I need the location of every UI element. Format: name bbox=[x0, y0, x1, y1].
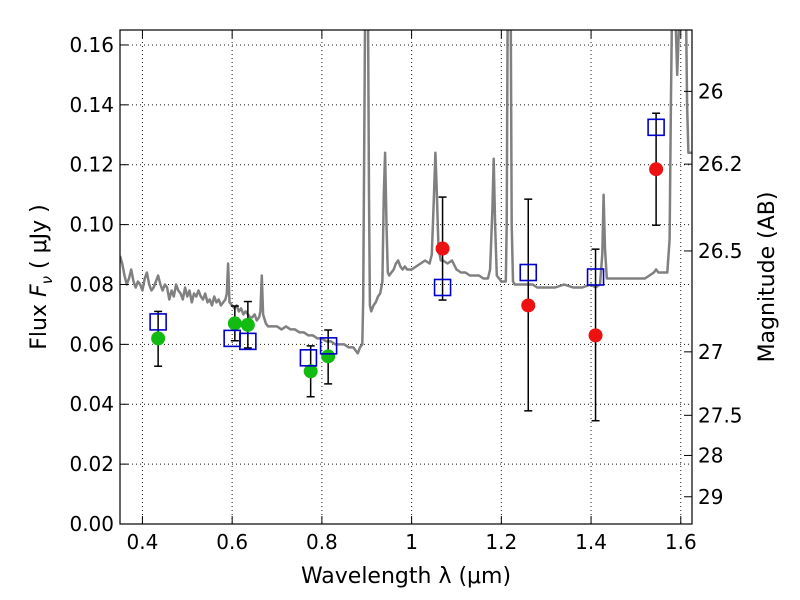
model-point bbox=[319, 337, 338, 355]
observed-point-hst bbox=[303, 364, 318, 379]
y-axis-label-subscript: ν bbox=[38, 276, 56, 284]
y-tick-label: 0.02 bbox=[69, 452, 114, 476]
y-axis-label-prefix: Flux bbox=[27, 297, 52, 350]
x-tick-label: 1.2 bbox=[485, 530, 517, 554]
x-tick-label: 1.6 bbox=[665, 530, 697, 554]
y2-tick-label: 26.5 bbox=[698, 239, 743, 263]
observed-point-hst bbox=[240, 317, 255, 332]
y2-tick-label: 29 bbox=[698, 485, 723, 509]
y2-tick-label: 28 bbox=[698, 443, 723, 467]
observed-point-ir bbox=[588, 328, 603, 343]
model-point bbox=[299, 349, 318, 367]
y-tick-label: 0.12 bbox=[69, 153, 114, 177]
spectrum-line bbox=[120, 30, 692, 355]
observed-point-ir bbox=[649, 162, 664, 177]
model-point bbox=[239, 332, 257, 351]
y2-tick-label: 27.5 bbox=[698, 403, 743, 427]
y2-axis-label: Magnitude (AB) bbox=[755, 192, 780, 363]
model-point bbox=[647, 118, 665, 137]
y-tick-label: 0.08 bbox=[69, 272, 114, 296]
plot-frame bbox=[119, 29, 693, 525]
x-tick-label: 0.6 bbox=[216, 530, 248, 554]
y2-tick-label: 26.2 bbox=[698, 152, 743, 176]
y2-tick-label: 27 bbox=[698, 340, 723, 364]
y-tick-label: 0.14 bbox=[69, 93, 114, 117]
y-tick-label: 0.06 bbox=[69, 332, 114, 356]
x-tick-label: 0.8 bbox=[306, 530, 338, 554]
axes: 0.4 0.6 0.8 1 1.2 1.4 1.6 0.00 0.02 0.04 0.06 0.08 0… bbox=[69, 30, 743, 554]
observed-point-ir bbox=[435, 241, 450, 256]
x-tick-label: 1 bbox=[405, 530, 418, 554]
x-tick-label: 1.4 bbox=[575, 530, 607, 554]
observed-point-hst bbox=[321, 349, 336, 364]
model-point bbox=[519, 263, 538, 282]
y-tick-label: 0.16 bbox=[69, 33, 114, 57]
y-tick-label: 0.04 bbox=[69, 392, 114, 416]
x-tick-label: 0.4 bbox=[127, 530, 159, 554]
observed-point-hst bbox=[227, 316, 242, 331]
observed-point-hst bbox=[151, 331, 166, 346]
x-axis-label: Wavelength λ (μm) bbox=[301, 564, 511, 589]
y2-tick-label: 26 bbox=[698, 79, 723, 103]
y-axis-label: Flux Fν ( μJy ) bbox=[27, 204, 56, 349]
y-axis-label-unit: ( μJy ) bbox=[27, 204, 52, 276]
observed-point-ir bbox=[521, 298, 536, 313]
model-point bbox=[149, 313, 167, 331]
plot-area bbox=[120, 30, 692, 422]
y-tick-label: 0.00 bbox=[69, 512, 114, 536]
y-tick-label: 0.10 bbox=[69, 213, 114, 237]
model-point bbox=[586, 268, 605, 286]
y-axis-label-symbol: F bbox=[27, 284, 52, 297]
model-point bbox=[433, 278, 452, 297]
